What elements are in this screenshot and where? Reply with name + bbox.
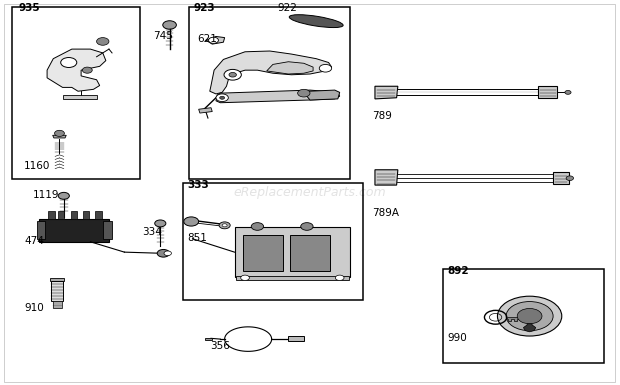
- Text: 851: 851: [187, 233, 207, 243]
- Text: 922: 922: [278, 3, 298, 13]
- Ellipse shape: [289, 15, 343, 28]
- Polygon shape: [206, 37, 224, 44]
- Circle shape: [565, 90, 571, 94]
- Polygon shape: [198, 108, 212, 113]
- Circle shape: [301, 223, 313, 230]
- Polygon shape: [553, 172, 569, 184]
- Circle shape: [497, 296, 562, 336]
- Text: 1119: 1119: [33, 191, 60, 201]
- Circle shape: [219, 96, 224, 99]
- Circle shape: [164, 251, 172, 256]
- Text: 990: 990: [448, 333, 467, 343]
- Text: 334: 334: [142, 227, 162, 237]
- Text: 474: 474: [24, 236, 44, 246]
- Circle shape: [219, 222, 230, 229]
- Polygon shape: [210, 51, 332, 94]
- Polygon shape: [50, 278, 64, 281]
- Circle shape: [251, 223, 264, 230]
- Circle shape: [517, 308, 542, 324]
- Polygon shape: [63, 95, 97, 99]
- Polygon shape: [375, 170, 398, 185]
- Bar: [71, 211, 77, 219]
- Polygon shape: [37, 221, 45, 239]
- Circle shape: [55, 130, 64, 136]
- Circle shape: [216, 94, 228, 102]
- Circle shape: [208, 37, 218, 44]
- Bar: [243, 235, 283, 271]
- Polygon shape: [47, 49, 106, 91]
- Polygon shape: [507, 317, 526, 321]
- Text: 745: 745: [154, 32, 174, 42]
- Polygon shape: [39, 219, 109, 242]
- Text: 935: 935: [18, 3, 40, 13]
- Circle shape: [222, 224, 227, 227]
- Text: 356: 356: [210, 341, 229, 351]
- Text: 892: 892: [448, 266, 469, 276]
- Bar: [53, 301, 62, 308]
- Bar: [48, 211, 55, 219]
- Text: 621: 621: [197, 34, 217, 44]
- Circle shape: [155, 220, 166, 227]
- Text: 789A: 789A: [372, 208, 399, 218]
- Circle shape: [82, 67, 92, 73]
- Circle shape: [566, 176, 574, 181]
- Circle shape: [298, 89, 310, 97]
- Polygon shape: [288, 336, 304, 341]
- Bar: [183, 183, 363, 300]
- Circle shape: [58, 192, 69, 199]
- Circle shape: [184, 217, 198, 226]
- Circle shape: [335, 275, 344, 281]
- Polygon shape: [538, 86, 557, 98]
- Circle shape: [224, 69, 241, 80]
- Polygon shape: [205, 338, 212, 340]
- Polygon shape: [523, 324, 536, 332]
- Polygon shape: [234, 227, 350, 277]
- Polygon shape: [53, 135, 66, 138]
- Circle shape: [229, 72, 236, 77]
- Bar: [290, 235, 330, 271]
- Text: 1160: 1160: [24, 161, 51, 171]
- Bar: [83, 211, 89, 219]
- Polygon shape: [216, 90, 340, 103]
- Polygon shape: [267, 62, 313, 74]
- Bar: [189, 7, 350, 179]
- Polygon shape: [375, 86, 398, 99]
- Bar: [95, 211, 102, 219]
- Circle shape: [157, 249, 170, 257]
- Circle shape: [506, 301, 553, 331]
- Bar: [51, 281, 63, 301]
- Circle shape: [61, 57, 77, 67]
- Text: 333: 333: [187, 180, 210, 190]
- Text: eReplacementParts.com: eReplacementParts.com: [234, 186, 386, 199]
- Text: 910: 910: [24, 303, 44, 313]
- Bar: [443, 270, 604, 363]
- Circle shape: [163, 21, 176, 29]
- Bar: [58, 211, 64, 219]
- Polygon shape: [103, 221, 112, 239]
- Circle shape: [97, 38, 109, 45]
- Circle shape: [241, 275, 249, 281]
- Circle shape: [319, 64, 332, 72]
- Text: 923: 923: [193, 3, 215, 13]
- Text: 789: 789: [372, 111, 392, 121]
- Polygon shape: [307, 90, 340, 100]
- Bar: [12, 7, 140, 179]
- Bar: [236, 276, 349, 280]
